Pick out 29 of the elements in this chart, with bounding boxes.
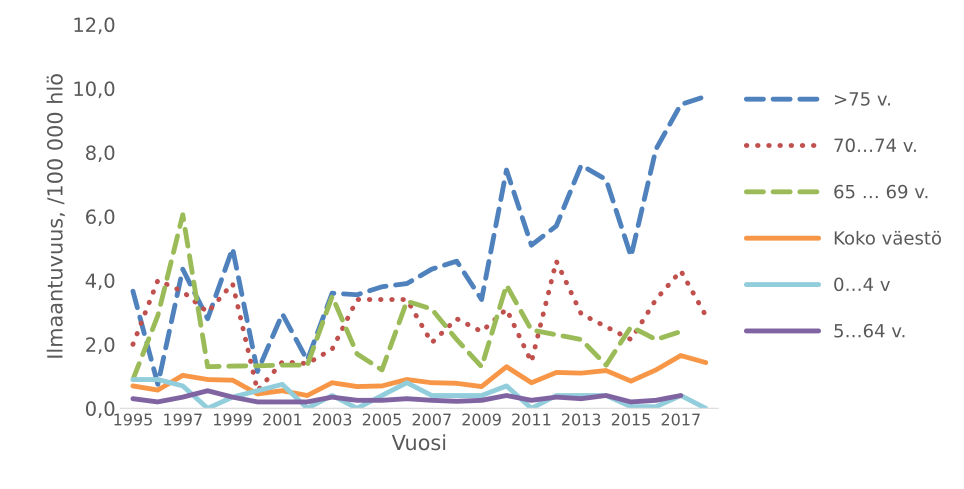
y-tick-label: 2,0	[86, 337, 114, 354]
legend-label: >75 v.	[834, 92, 890, 106]
x-tick-label: 2013	[562, 413, 600, 426]
x-tick-label: 1997	[164, 413, 202, 426]
legend-label: 65 … 69 v.	[834, 184, 928, 198]
legend-label: Koko väestö	[834, 230, 942, 245]
x-tick-label: 2001	[263, 413, 302, 426]
x-tick-label: 2017	[662, 413, 700, 426]
y-tick-label: 10,0	[74, 81, 114, 98]
x-tick-label: 1999	[214, 413, 252, 426]
y-tick-label: 12,0	[74, 17, 114, 34]
legend-label: 5…64 v.	[834, 324, 904, 338]
x-tick-label: 2007	[412, 413, 451, 426]
legend-label: 70…74 v.	[834, 138, 916, 152]
x-tick-label: 2005	[362, 413, 401, 426]
line-series	[130, 388, 684, 404]
x-tick-label: 2003	[313, 413, 352, 426]
line-series	[130, 353, 708, 398]
y-tick-label: 8,0	[86, 145, 114, 162]
x-tick-label: 2011	[512, 413, 550, 426]
y-tick-label: 6,0	[86, 209, 114, 226]
y-tick-label: 0,0	[86, 401, 114, 418]
x-tick-label: 1995	[114, 413, 152, 426]
x-tick-label: 2009	[462, 413, 501, 426]
y-tick-label: 4,0	[86, 273, 114, 290]
x-axis-title: Vuosi	[392, 434, 446, 450]
legend-label: 0…4 v	[834, 278, 890, 292]
y-axis-title: Ilmaantuvuus, /100 000 hlö	[46, 74, 65, 358]
x-tick-label: 2015	[612, 413, 650, 426]
